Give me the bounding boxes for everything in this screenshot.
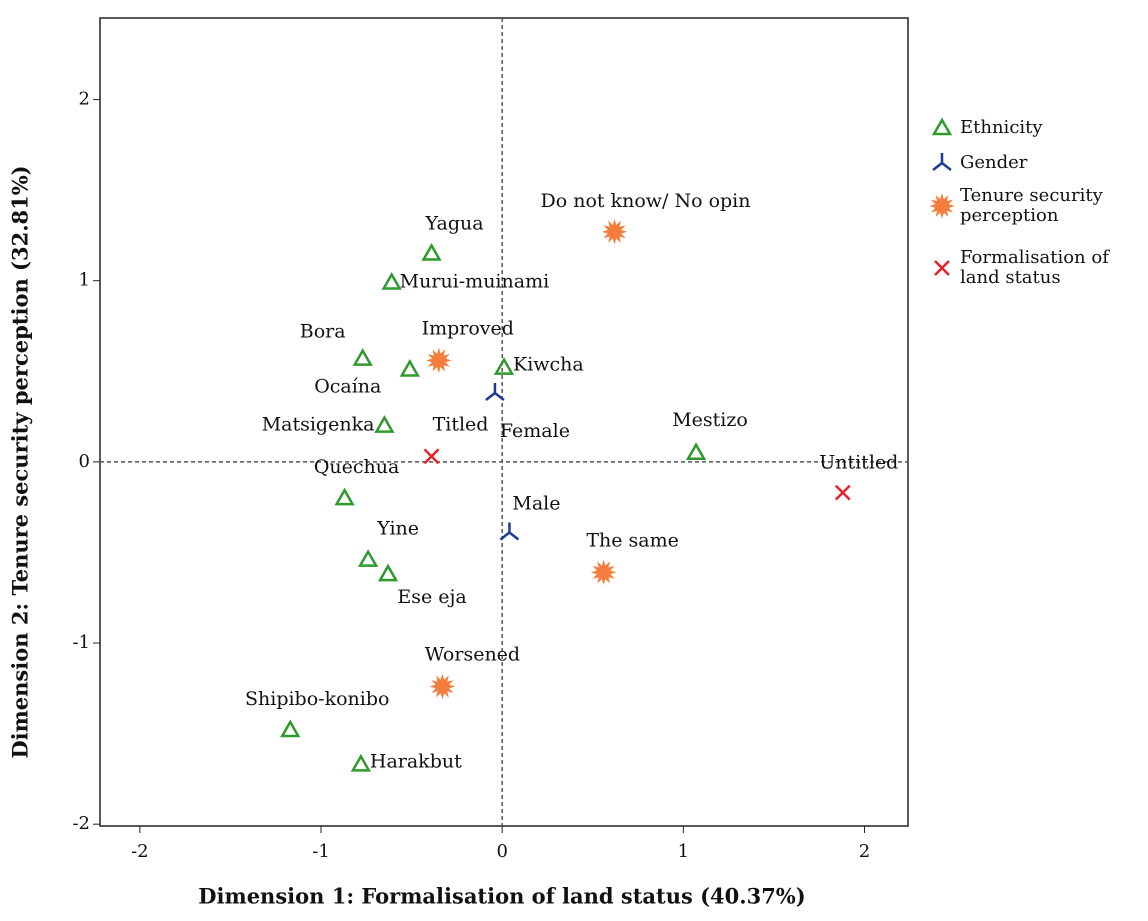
point-label: Ese eja [397,586,466,608]
point [374,415,395,433]
point [350,753,372,772]
point-label: Ocaína [314,375,381,397]
legend-line: land status [960,267,1061,288]
point [834,484,851,501]
legend-line: perception [960,205,1059,226]
point-label: Quechua [314,456,400,478]
x-tick-label: 1 [678,841,689,862]
point-label: Yine [376,518,419,540]
point-label: Improved [422,317,514,339]
point-label: The same [586,529,679,551]
point-label: Shipibo-konibo [245,688,389,710]
point-label: Do not know/ No opin [541,190,751,212]
legend-label: Gender [960,152,1028,173]
plot-frame [99,17,909,827]
y-tick-label: 1 [79,270,90,291]
point [334,487,355,506]
x-tick-label: -2 [131,841,149,862]
point [399,358,420,377]
legend-line: Formalisation of [960,247,1110,268]
legend-label: Ethnicity [960,117,1043,138]
y-tick-label: -2 [72,813,90,834]
point-label: Male [512,493,560,515]
point [426,347,452,374]
point [280,719,301,738]
point-label: Kiwcha [513,354,584,376]
point [485,383,505,401]
point [685,442,707,461]
point-label: Murui-muinami [400,271,550,293]
point-label: Yagua [424,213,483,235]
point-label: Harakbut [370,750,462,772]
point-label: Bora [300,321,346,343]
point [352,348,373,366]
point-label: Worsened [425,644,520,666]
x-tick-label: 2 [859,841,870,862]
legend-marker [934,260,950,276]
x-axis-title: Dimension 1: Formalisation of land statu… [198,884,805,909]
legend-marker [932,153,952,171]
point-label: Female [500,420,570,442]
point [590,559,617,586]
point [601,219,628,245]
legend-marker [929,193,955,219]
point-label: Matsigenka [262,414,375,436]
x-tick-label: 0 [496,841,507,862]
point [381,271,402,290]
legend-label: Tenure security perception [960,185,1104,226]
y-tick-label: -1 [72,632,90,653]
legend-line: Tenure security [960,185,1104,206]
y-tick-label: 0 [79,451,90,472]
point-label: Mestizo [672,409,748,431]
point [499,522,520,541]
y-axis-title: Dimension 2: Tenure security perception … [8,165,33,758]
y-tick-label: 2 [79,89,90,110]
point [421,242,442,261]
point [423,448,440,465]
x-tick-label: -1 [312,841,330,862]
point [493,357,515,375]
point-label: Titled [433,413,489,435]
point [429,673,456,700]
legend-label: Formalisation of land status [960,247,1110,288]
point [357,549,379,567]
legend-marker [931,117,953,136]
point [377,563,399,582]
point-label: Untitled [819,452,898,474]
